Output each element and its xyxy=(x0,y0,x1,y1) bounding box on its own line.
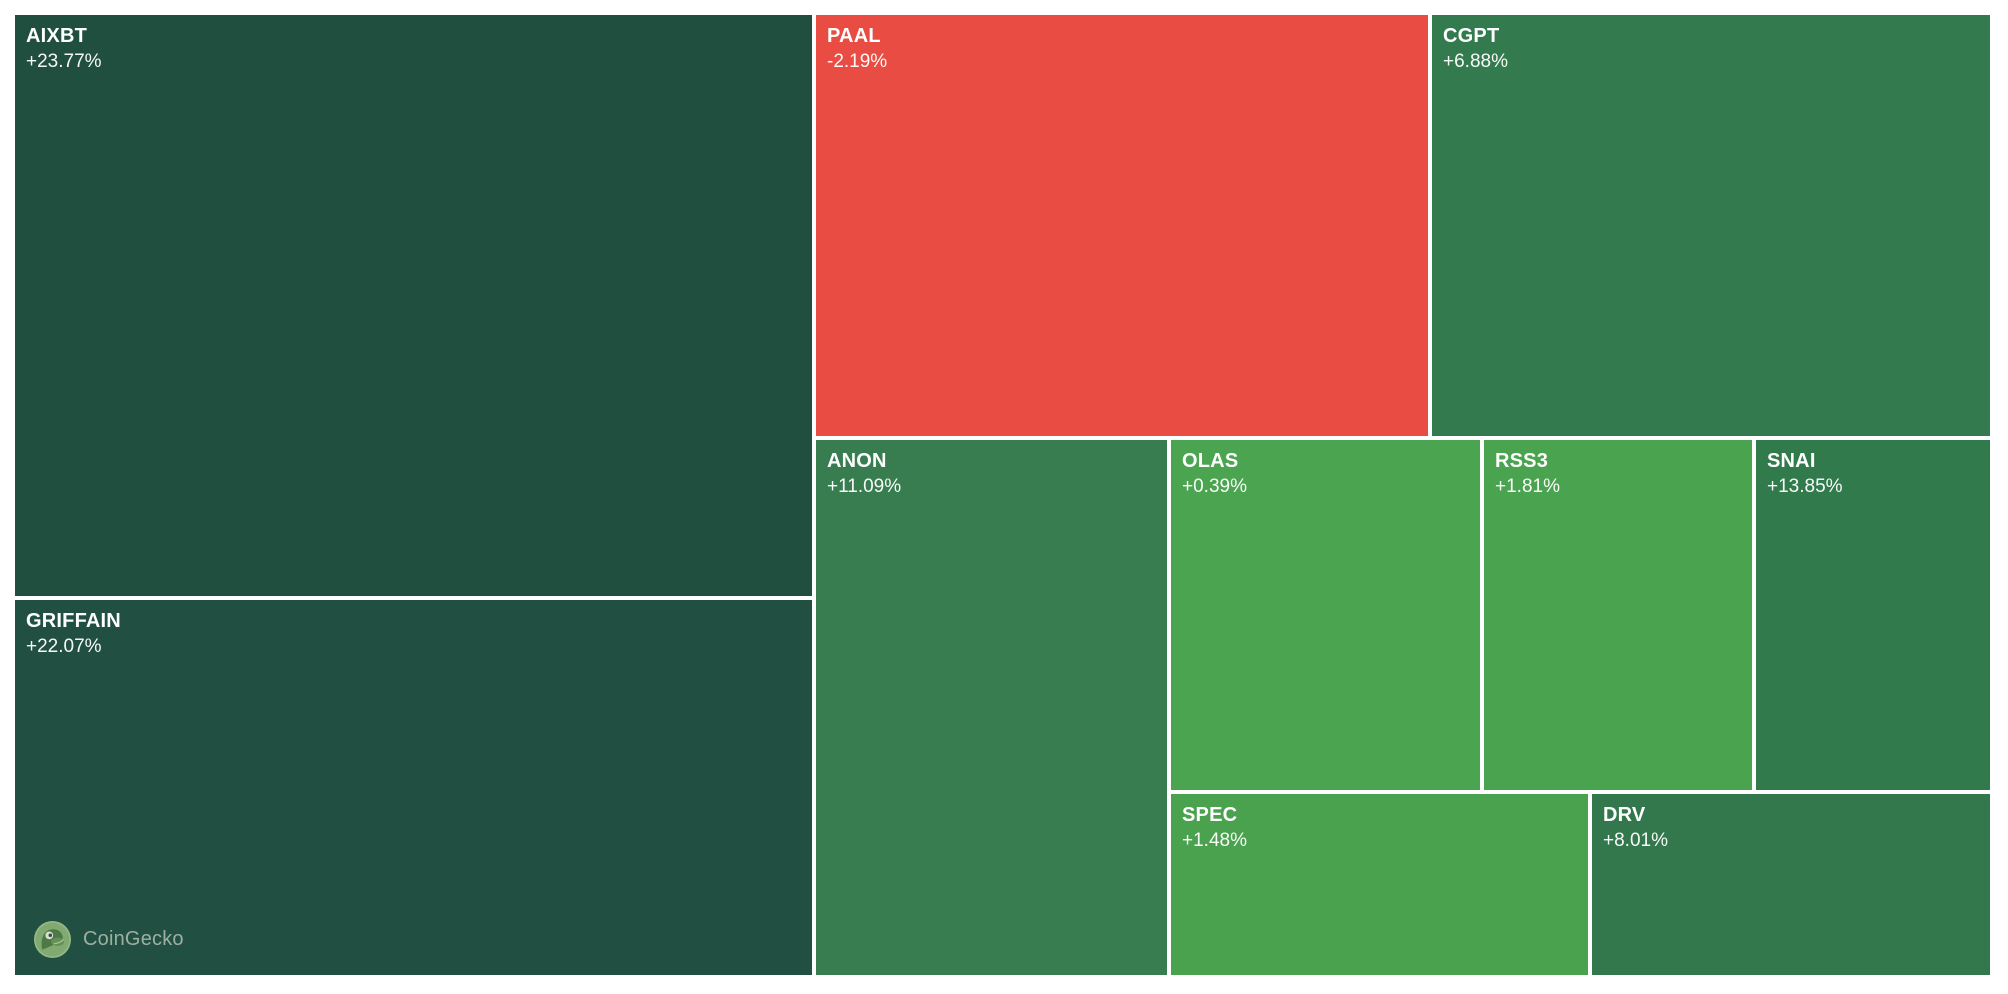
treemap-tile-anon[interactable]: ANON +11.09% xyxy=(816,440,1167,975)
tile-symbol: OLAS xyxy=(1182,450,1239,472)
tile-symbol: SNAI xyxy=(1767,450,1816,472)
treemap-tile-paal[interactable]: PAAL -2.19% xyxy=(816,15,1428,436)
tile-symbol: GRIFFAIN xyxy=(26,610,121,632)
tile-change: +11.09% xyxy=(827,476,902,497)
tile-change: -2.19% xyxy=(827,51,888,72)
tile-change: +13.85% xyxy=(1767,476,1843,497)
treemap-tile-drv[interactable]: DRV +8.01% xyxy=(1592,794,1990,975)
tile-symbol: PAAL xyxy=(827,25,881,47)
treemap-tile-griffain[interactable]: GRIFFAIN +22.07% xyxy=(15,600,812,975)
treemap-tile-rss3[interactable]: RSS3 +1.81% xyxy=(1484,440,1752,790)
tile-symbol: SPEC xyxy=(1182,804,1238,826)
tile-change: +22.07% xyxy=(26,636,102,657)
tile-change: +0.39% xyxy=(1182,476,1247,497)
tile-change: +23.77% xyxy=(26,51,102,72)
tile-change: +1.48% xyxy=(1182,830,1247,851)
tile-symbol: AIXBT xyxy=(26,25,87,47)
tile-change: +1.81% xyxy=(1495,476,1560,497)
treemap-tile-snai[interactable]: SNAI +13.85% xyxy=(1756,440,1990,790)
tile-change: +8.01% xyxy=(1603,830,1668,851)
tile-symbol: ANON xyxy=(827,450,887,472)
treemap-tile-olas[interactable]: OLAS +0.39% xyxy=(1171,440,1480,790)
tile-symbol: CGPT xyxy=(1443,25,1500,47)
coingecko-logo-icon xyxy=(34,920,71,958)
treemap-tile-spec[interactable]: SPEC +1.48% xyxy=(1171,794,1588,975)
tile-symbol: DRV xyxy=(1603,804,1646,826)
treemap-tile-cgpt[interactable]: CGPT +6.88% xyxy=(1432,15,1990,436)
coingecko-attribution[interactable]: CoinGecko xyxy=(34,919,184,959)
tile-change: +6.88% xyxy=(1443,51,1508,72)
coingecko-label: CoinGecko xyxy=(83,927,184,950)
treemap-tile-aixbt[interactable]: AIXBT +23.77% xyxy=(15,15,812,596)
tile-symbol: RSS3 xyxy=(1495,450,1549,472)
